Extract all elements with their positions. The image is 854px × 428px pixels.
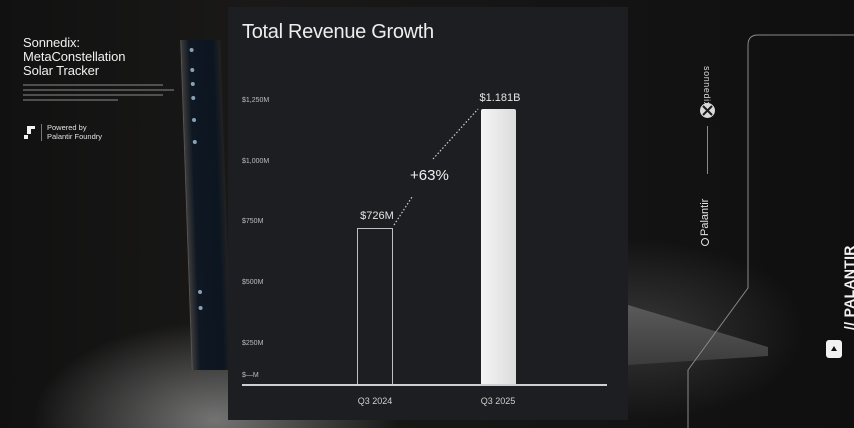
partner-logos: sonnedix Palantir (697, 60, 717, 250)
y-tick-label: $500M (242, 279, 264, 286)
bar-q3-2025 (481, 109, 516, 384)
y-tick-label: $750M (242, 218, 264, 225)
y-tick-label: $1,000M (242, 158, 270, 165)
youtube-icon[interactable] (826, 340, 842, 358)
bar-value-label: $726M (360, 210, 394, 222)
y-tick-label: $—M (242, 372, 259, 379)
brand-title-line: MetaConstellation (23, 49, 126, 64)
foundry-label: Palantir Foundry (47, 131, 103, 141)
disclaimer-text (23, 84, 175, 101)
sonnedix-wordmark: sonnedix (702, 66, 712, 107)
y-tick-label: $1,250M (242, 97, 270, 104)
palantir-logo-icon (701, 238, 710, 246)
chart-title: Total Revenue Growth (242, 21, 434, 43)
y-tick-label: $250M (242, 340, 264, 347)
palantir-label: Palantir (699, 198, 711, 236)
channel-name: // PALANTIR (841, 245, 854, 330)
foundry-logo-icon (24, 126, 35, 139)
x-axis-baseline (242, 384, 607, 386)
logo-separator (707, 126, 708, 174)
sonnedix-logo-icon (700, 103, 715, 118)
brand-block: Sonnedix: MetaConstellation Solar Tracke… (23, 35, 175, 104)
powered-by-label: Powered by (47, 123, 87, 132)
brand-title-line: Solar Tracker (23, 63, 100, 78)
growth-label: +63% (410, 167, 449, 184)
bar-value-label: $1.181B (479, 92, 521, 104)
growth-dotted-line (393, 108, 479, 226)
chart-panel: Total Revenue Growth $1,250M $1,000M $75… (228, 7, 628, 420)
x-tick-label: Q3 2024 (357, 396, 393, 406)
bar-q3-2024 (357, 228, 393, 384)
powered-by-foundry: Powered by Palantir Foundry (24, 123, 103, 141)
brand-title-line: Sonnedix: (23, 35, 80, 50)
x-tick-label: Q3 2025 (480, 396, 516, 406)
palantir-wordmark: Palantir (699, 199, 711, 246)
